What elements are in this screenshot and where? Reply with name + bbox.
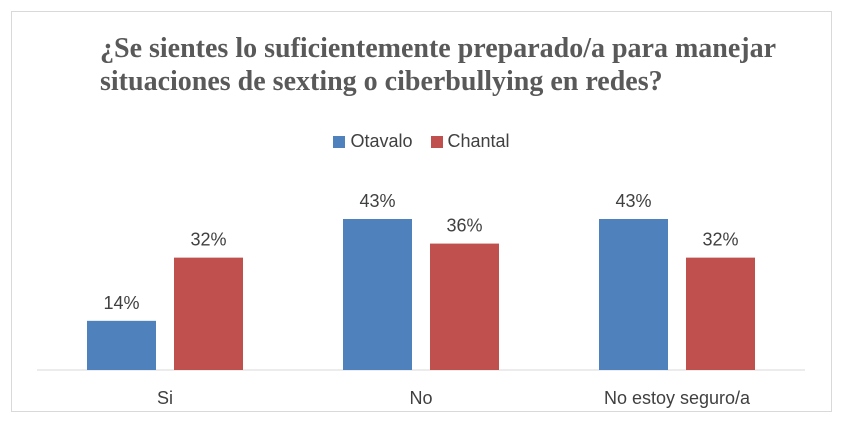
legend-label-chantal: Chantal bbox=[447, 131, 510, 151]
legend-item-otavalo: Otavalo bbox=[333, 131, 413, 152]
bar-chantal-2 bbox=[686, 257, 755, 370]
legend-label-otavalo: Otavalo bbox=[350, 131, 413, 151]
bar-otavalo-2 bbox=[599, 219, 668, 370]
data-label-otavalo-1: 43% bbox=[359, 191, 395, 211]
category-label-2: No estoy seguro/a bbox=[604, 388, 751, 408]
legend-item-chantal: Chantal bbox=[430, 131, 510, 152]
bar-otavalo-0 bbox=[87, 320, 156, 370]
data-label-otavalo-2: 43% bbox=[615, 191, 651, 211]
data-label-chantal-2: 32% bbox=[702, 230, 738, 250]
bar-chantal-0 bbox=[174, 257, 243, 370]
chart-title: ¿Se sientes lo suficientemente preparado… bbox=[100, 32, 800, 98]
bar-chantal-1 bbox=[430, 243, 499, 370]
legend-swatch-otavalo bbox=[333, 135, 346, 148]
category-label-0: Si bbox=[157, 388, 173, 408]
data-label-chantal-1: 36% bbox=[446, 216, 482, 236]
data-label-chantal-0: 32% bbox=[190, 230, 226, 250]
legend-swatch-chantal bbox=[430, 135, 443, 148]
data-label-otavalo-0: 14% bbox=[103, 293, 139, 313]
bar-otavalo-1 bbox=[343, 219, 412, 370]
category-label-1: No bbox=[409, 388, 432, 408]
chart-title-line-1: ¿Se sientes lo suficientemente preparado… bbox=[100, 33, 777, 64]
chart-legend: Otavalo Chantal bbox=[0, 131, 843, 152]
chart-title-line-2: situaciones de sexting o ciberbullying e… bbox=[100, 66, 663, 97]
